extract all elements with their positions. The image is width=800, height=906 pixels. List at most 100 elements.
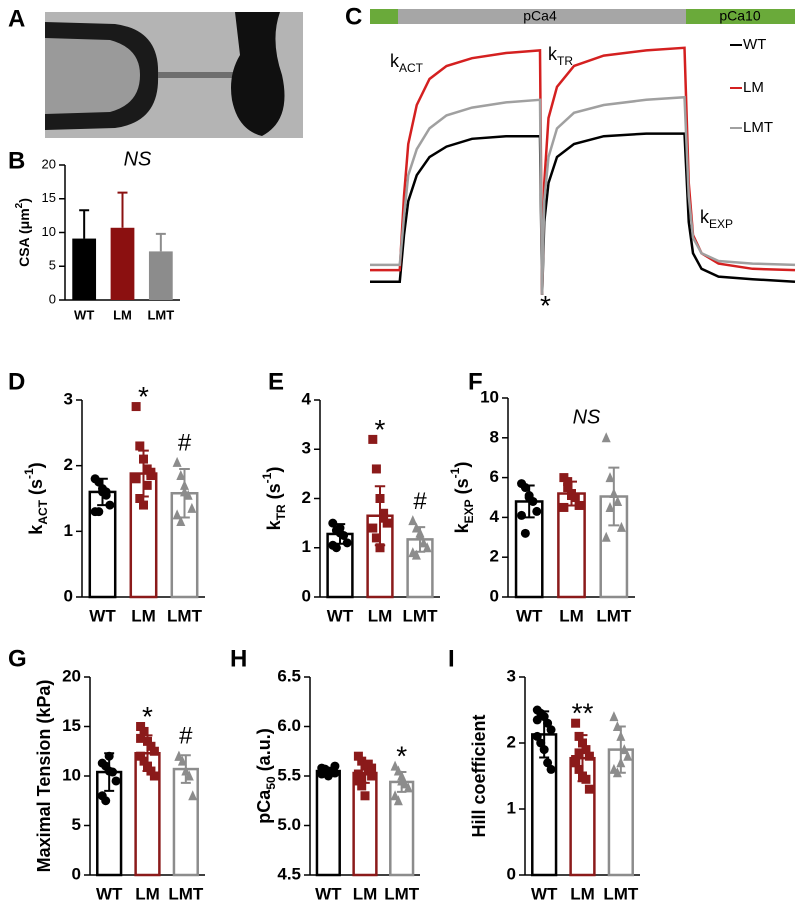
y-label-part: k [264, 519, 284, 530]
y-tick-label: 5 [72, 815, 81, 834]
data-point [536, 738, 546, 748]
y-tick-label: 1 [302, 537, 311, 556]
panel-letter: I [448, 645, 455, 672]
trace-annotation: kTR [548, 44, 573, 68]
y-axis-label: kTR (s-1) [260, 467, 288, 531]
data-point [342, 538, 352, 548]
data-point [619, 744, 629, 755]
data-point [517, 510, 527, 520]
y-tick-label: 4 [302, 389, 312, 408]
y-label-part: k [26, 524, 46, 535]
data-point [335, 523, 345, 533]
y-label-part: (s [264, 483, 284, 504]
x-tick-label: LMT [603, 884, 639, 903]
y-label-part: 50 [264, 776, 278, 790]
data-point [371, 533, 381, 543]
y-tick-label: 10 [42, 224, 56, 239]
data-point [146, 766, 156, 776]
x-tick-label: LMT [168, 884, 204, 903]
y-tick-label: 0 [72, 864, 81, 883]
data-point [357, 756, 367, 766]
data-point [172, 509, 182, 520]
y-label-part: ) [452, 462, 472, 468]
x-tick-label: LMT [147, 307, 174, 322]
trace-annotation: kEXP [700, 207, 733, 231]
x-tick-label: WT [531, 884, 558, 903]
data-point [108, 767, 118, 777]
y-tick-label: 2 [507, 732, 516, 751]
data-point [331, 543, 341, 553]
data-point [357, 781, 367, 791]
data-point [379, 508, 389, 518]
data-point [539, 745, 549, 755]
data-point [411, 522, 421, 533]
panel-letter: C [345, 3, 362, 30]
y-tick-label: 2 [490, 547, 499, 566]
y-tick-label: 20 [62, 666, 81, 685]
data-point [601, 531, 611, 542]
data-point [176, 515, 186, 526]
y-axis-label: kACT (s-1) [22, 462, 50, 534]
data-point [563, 477, 573, 487]
significance-label: # [413, 488, 427, 515]
y-tick-label: 0 [49, 291, 56, 306]
annotation-part: k [390, 51, 400, 71]
data-point [574, 764, 584, 774]
data-point [375, 543, 385, 553]
data-point [184, 770, 194, 781]
y-tick-label: 3 [302, 439, 311, 458]
data-point [397, 775, 407, 786]
y-label-part: ) [16, 198, 32, 203]
data-point [136, 733, 146, 743]
significance-label: * [138, 381, 149, 412]
data-point [149, 771, 159, 781]
y-tick-label: 8 [490, 427, 499, 446]
y-label-part: Hill coefficient [469, 714, 489, 837]
data-point [136, 722, 146, 731]
data-point [187, 502, 197, 513]
data-point [146, 741, 156, 751]
data-point [101, 487, 111, 497]
bar [315, 769, 341, 877]
y-tick-label: 0 [507, 864, 516, 883]
data-point [581, 774, 591, 784]
data-point [353, 751, 363, 761]
data-point [532, 731, 542, 741]
data-point [574, 500, 584, 510]
y-tick-label: 10 [62, 765, 81, 784]
data-point [616, 757, 626, 768]
data-point [139, 756, 149, 766]
significance-label: ** [572, 698, 594, 729]
y-tick-label: 2 [64, 455, 73, 474]
y-tick-label: 1 [507, 798, 516, 817]
data-point [379, 513, 389, 523]
significance-label: # [178, 430, 192, 457]
data-point [357, 773, 367, 783]
error-bar [117, 191, 128, 228]
data-point [143, 736, 152, 746]
data-point [563, 483, 573, 493]
data-point [584, 784, 594, 794]
data-point [532, 715, 542, 725]
data-point [111, 776, 121, 786]
data-point [139, 454, 148, 464]
data-point [616, 521, 626, 532]
y-tick-label: 6.0 [277, 716, 301, 735]
y-label-part: CSA ( [16, 229, 32, 267]
y-tick-label: 20 [42, 156, 56, 171]
legend-label: LM [743, 79, 764, 96]
y-label-part: k [452, 522, 472, 533]
y-label-part: ACT [36, 499, 50, 524]
data-point [172, 456, 182, 467]
annotation-part: EXP [709, 217, 733, 231]
annotation-part: TR [557, 54, 573, 68]
data-point [368, 434, 378, 444]
x-tick-label: WT [89, 606, 116, 625]
y-tick-label: 4 [490, 507, 500, 526]
error-bar [155, 232, 166, 252]
y-label-part: -1 [448, 467, 462, 478]
bar [172, 767, 199, 877]
y-label-part: pCa [254, 789, 274, 824]
x-tick-label: LM [570, 884, 595, 903]
data-point [403, 782, 413, 793]
